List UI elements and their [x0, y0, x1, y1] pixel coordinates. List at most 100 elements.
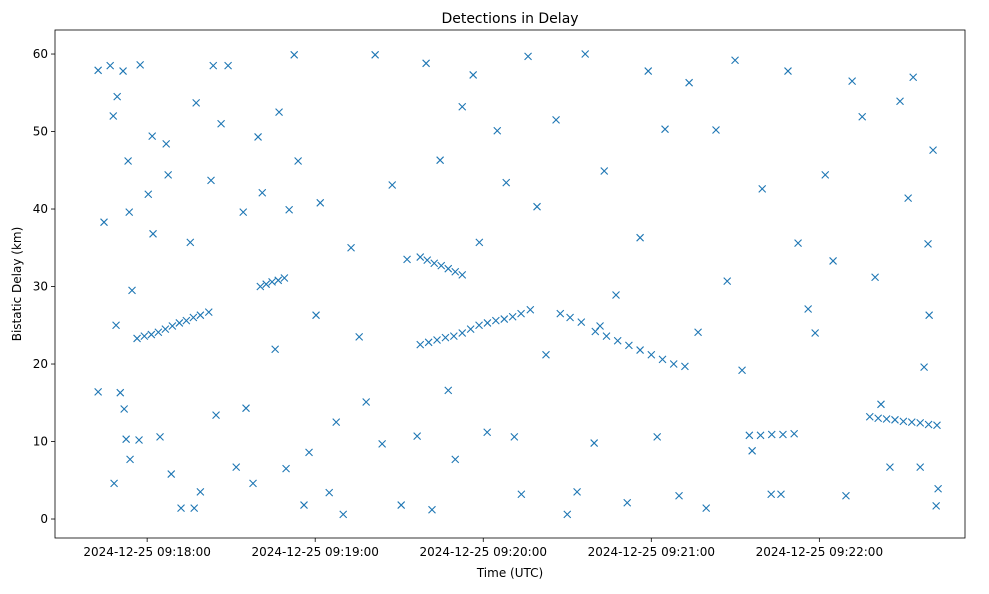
plot-frame: [54, 29, 966, 539]
data-point: [162, 140, 171, 148]
data-point: [186, 238, 195, 247]
data-point: [493, 126, 502, 135]
data-point: [122, 435, 131, 444]
data-point: [636, 346, 644, 354]
data-point: [175, 319, 184, 327]
data-point: [738, 366, 746, 375]
data-point: [119, 67, 127, 75]
data-point: [767, 490, 776, 499]
data-point: [120, 405, 129, 413]
data-point: [116, 388, 125, 397]
data-point: [397, 501, 406, 509]
data-point: [422, 59, 431, 68]
data-point: [125, 208, 134, 217]
data-point: [416, 340, 425, 349]
data-point: [466, 325, 475, 334]
data-point: [829, 257, 837, 265]
data-point: [577, 318, 586, 327]
data-point: [124, 157, 132, 165]
y-tick-label: 60: [33, 47, 48, 61]
data-point: [413, 432, 422, 440]
data-point: [777, 490, 785, 499]
data-point: [483, 428, 492, 437]
x-axis-label: Time (UTC): [476, 566, 543, 580]
data-point: [566, 313, 574, 322]
data-point: [147, 330, 156, 339]
data-point: [274, 276, 283, 285]
data-point: [661, 125, 669, 134]
data-point: [636, 233, 644, 242]
data-point: [517, 309, 525, 318]
data-point: [144, 190, 153, 199]
data-point: [271, 345, 280, 354]
chart-title: Detections in Delay: [441, 11, 578, 27]
data-point: [916, 419, 925, 427]
data-point: [600, 167, 609, 175]
data-point: [502, 178, 511, 187]
data-point: [290, 50, 299, 59]
data-point: [542, 350, 550, 359]
data-point: [209, 61, 218, 70]
y-tick-label: 40: [33, 202, 48, 216]
data-point: [100, 218, 108, 227]
data-point: [933, 421, 941, 430]
data-point: [804, 305, 813, 313]
data-point: [437, 261, 446, 270]
data-point: [934, 484, 943, 493]
y-tick-label: 30: [33, 280, 48, 294]
data-point: [294, 157, 303, 165]
data-point: [612, 291, 620, 299]
x-tick-label: 2024-12-25 09:20:00: [420, 545, 547, 559]
data-point: [731, 56, 739, 65]
data-point: [182, 316, 191, 325]
data-point: [109, 112, 118, 120]
data-point: [305, 448, 313, 457]
data-point: [533, 202, 541, 211]
data-point: [161, 325, 170, 334]
data-point: [563, 510, 572, 519]
data-point: [510, 432, 519, 441]
data-point: [312, 311, 320, 320]
data-point: [433, 336, 441, 344]
data-point: [647, 350, 656, 359]
data-point: [217, 119, 225, 128]
data-point: [316, 198, 325, 207]
data-point: [126, 455, 134, 464]
data-point: [300, 501, 308, 509]
data-point: [886, 463, 894, 471]
data-point: [871, 273, 879, 282]
data-point: [256, 282, 265, 291]
data-point: [112, 321, 120, 330]
data-point: [591, 327, 600, 336]
data-point: [916, 463, 925, 471]
data-point: [140, 332, 149, 341]
data-point: [282, 464, 290, 473]
data-point: [924, 420, 933, 429]
data-point: [133, 334, 141, 343]
x-axis: 2024-12-25 09:18:00 2024-12-25 09:19:00 20…: [83, 538, 883, 559]
data-point: [458, 271, 467, 279]
data-point: [526, 305, 535, 314]
data-point: [590, 439, 599, 447]
data-point: [848, 77, 857, 86]
data-point: [882, 415, 891, 423]
data-point: [262, 280, 271, 289]
data-point: [362, 398, 371, 406]
data-point: [347, 243, 355, 252]
data-point: [451, 267, 460, 276]
data-point: [168, 322, 177, 330]
data-point: [388, 181, 397, 189]
data-point: [767, 430, 776, 439]
data-point: [196, 488, 205, 496]
data-point: [149, 229, 157, 238]
data-point: [189, 313, 198, 322]
data-point: [436, 156, 445, 165]
y-axis-label: Bistatic Delay (km): [10, 227, 24, 342]
data-point: [712, 126, 720, 134]
data-point: [280, 274, 289, 282]
data-point: [355, 333, 364, 341]
data-point: [904, 194, 913, 203]
data-point: [430, 259, 439, 268]
data-point: [681, 362, 689, 371]
data-point: [258, 188, 267, 197]
